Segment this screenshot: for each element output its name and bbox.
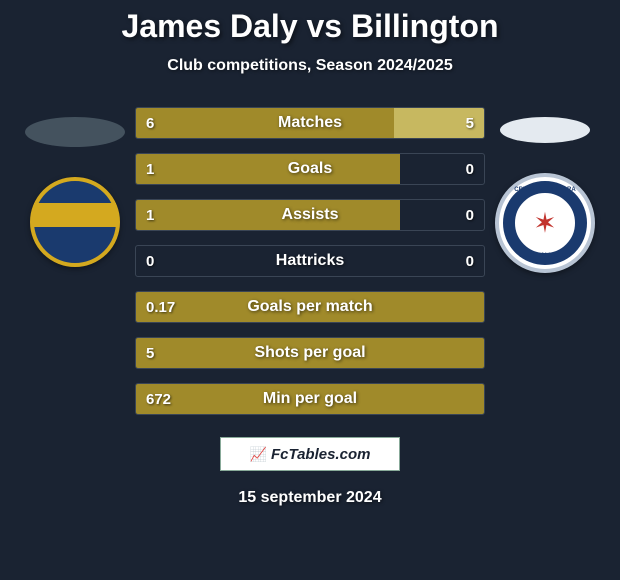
comparison-card: James Daly vs Billington Club competitio… <box>0 0 620 580</box>
source-label: FcTables.com <box>271 446 370 463</box>
stats-column: 6 Matches 5 1 Goals 0 1 Assists 0 0 Hattricks 0 0.17… <box>135 107 485 415</box>
stat-label: Shots per goal <box>254 344 365 362</box>
crest-bottom-text: FOOTBALL CLUB <box>499 253 591 259</box>
stat-label: Goals <box>288 160 332 178</box>
stat-row: 6 Matches 5 <box>135 107 485 139</box>
crest-band-icon <box>34 203 116 227</box>
stat-label: Goals per match <box>247 298 372 316</box>
left-shadow-ellipse <box>25 117 125 147</box>
stat-row: 672 Min per goal <box>135 383 485 415</box>
stat-value-right: 0 <box>466 161 474 178</box>
stat-row: 1 Goals 0 <box>135 153 485 185</box>
stat-value-right: 0 <box>466 207 474 224</box>
stat-value-right: 0 <box>466 253 474 270</box>
left-badge-column <box>15 107 135 267</box>
subtitle: Club competitions, Season 2024/2025 <box>0 57 620 75</box>
stat-value-right: 5 <box>466 115 474 132</box>
stat-label: Hattricks <box>276 252 344 270</box>
stat-bar-left <box>136 154 400 184</box>
stat-row: 0 Hattricks 0 <box>135 245 485 277</box>
stat-row: 5 Shots per goal <box>135 337 485 369</box>
chart-icon: 📈 <box>250 446 267 463</box>
stat-value-left: 0 <box>146 253 154 270</box>
stat-bar-left <box>136 108 394 138</box>
stat-value-left: 1 <box>146 161 154 178</box>
stat-row: 1 Assists 0 <box>135 199 485 231</box>
crest-top-text: CREWE ALEXANDRA <box>499 187 591 193</box>
right-club-crest: CREWE ALEXANDRA ✶ FOOTBALL CLUB <box>495 173 595 273</box>
date-label: 15 september 2024 <box>0 489 620 507</box>
stat-label: Matches <box>278 114 342 132</box>
stat-value-left: 0.17 <box>146 299 175 316</box>
source-badge[interactable]: 📈 FcTables.com <box>220 437 400 471</box>
stat-value-left: 672 <box>146 391 171 408</box>
page-title: James Daly vs Billington <box>0 8 620 45</box>
stat-value-left: 1 <box>146 207 154 224</box>
lion-icon: ✶ <box>533 207 556 240</box>
stat-label: Assists <box>282 206 339 224</box>
stat-bar-left <box>136 200 400 230</box>
main-layout: 6 Matches 5 1 Goals 0 1 Assists 0 0 Hattricks 0 0.17… <box>0 107 620 415</box>
left-club-crest <box>30 177 120 267</box>
right-badge-column: CREWE ALEXANDRA ✶ FOOTBALL CLUB <box>485 107 605 273</box>
right-shadow-ellipse <box>500 117 590 143</box>
stat-value-left: 5 <box>146 345 154 362</box>
stat-label: Min per goal <box>263 390 357 408</box>
stat-row: 0.17 Goals per match <box>135 291 485 323</box>
stat-value-left: 6 <box>146 115 154 132</box>
